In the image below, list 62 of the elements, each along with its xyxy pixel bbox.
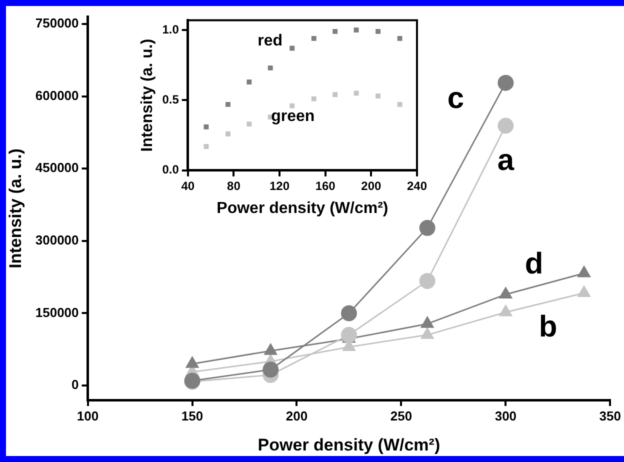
point [332, 92, 338, 98]
point [419, 272, 436, 289]
x-tick-label: 120 [270, 178, 290, 193]
y-tick-label: 750000 [35, 16, 79, 31]
x-axis-title: Power density (W/cm²) [258, 435, 440, 454]
series-label: red [258, 32, 283, 50]
x-tick-label: 300 [494, 408, 517, 424]
y-axis-title: Intensity (a. u.) [6, 148, 25, 268]
y-tick-label: 0.0 [162, 162, 180, 177]
point [397, 102, 402, 107]
point [246, 79, 252, 84]
series-label: b [538, 310, 558, 344]
series-label: a [497, 144, 514, 177]
point [246, 122, 252, 127]
y-tick-label: 150000 [35, 304, 79, 320]
y-tick-label: 0.5 [162, 92, 180, 107]
x-tick-label: 350 [599, 408, 622, 424]
point [204, 124, 209, 130]
point [264, 342, 278, 355]
point [376, 28, 381, 34]
point [268, 65, 273, 70]
x-tick-label: 200 [361, 178, 382, 193]
series-label: d [524, 247, 544, 280]
point [290, 46, 295, 51]
series-label: c [447, 82, 464, 116]
point [332, 28, 338, 34]
point [498, 286, 513, 298]
point [290, 103, 295, 108]
point [577, 284, 591, 297]
x-tick-label: 200 [286, 408, 308, 424]
point [204, 144, 209, 150]
point [419, 220, 436, 236]
y-tick-label: 300000 [35, 232, 79, 248]
y-tick-label: 450000 [35, 160, 79, 176]
point [397, 36, 402, 41]
y-axis-title: Intensity (a. u.) [139, 38, 156, 152]
y-tick-label: 1.0 [162, 22, 180, 36]
point [420, 316, 434, 328]
point [311, 96, 316, 102]
point [498, 304, 513, 316]
point [226, 102, 230, 107]
x-tick-label: 40 [181, 178, 195, 193]
x-tick-label: 150 [181, 408, 204, 424]
y-tick-label: 0 [72, 377, 79, 392]
point [226, 131, 230, 136]
point [498, 74, 514, 91]
series-label: green [271, 108, 315, 126]
point [577, 265, 591, 278]
point [498, 118, 514, 134]
point [354, 28, 359, 32]
x-tick-label: 100 [76, 408, 99, 424]
point [354, 90, 359, 96]
x-tick-label: 160 [315, 178, 336, 193]
x-tick-label: 80 [227, 178, 241, 193]
point [311, 36, 316, 41]
point [185, 356, 200, 368]
point [376, 94, 381, 98]
x-tick-label: 240 [406, 178, 428, 193]
y-tick-label: 600000 [35, 88, 79, 103]
x-tick-label: 250 [390, 408, 412, 424]
x-axis-title: Power density (W/cm²) [216, 200, 388, 217]
point [420, 326, 434, 339]
